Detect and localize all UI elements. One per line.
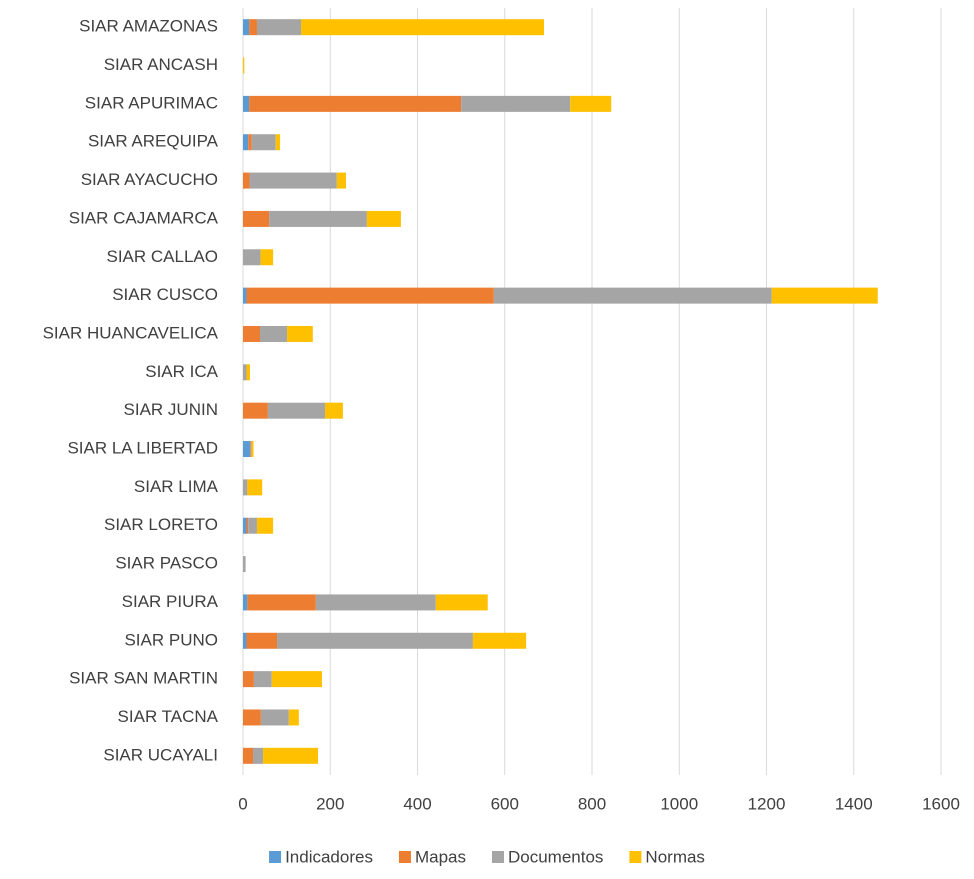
- bar-segment: [253, 671, 272, 688]
- bar-segment: [250, 441, 252, 458]
- bar-segment: [243, 709, 261, 726]
- legend-swatch: [398, 851, 411, 863]
- legend-swatch: [629, 851, 642, 863]
- x-tick-label: 800: [578, 794, 606, 813]
- bar-segment: [256, 19, 302, 36]
- bar-segment: [251, 134, 276, 151]
- y-tick-label: SIAR CALLAO: [107, 247, 219, 266]
- legend-label: Documentos: [508, 847, 603, 866]
- x-tick-label: 0: [238, 794, 247, 813]
- y-tick-label: SIAR AYACUCHO: [81, 170, 218, 189]
- y-tick-label: SIAR AMAZONAS: [79, 17, 218, 36]
- bar-segment: [246, 287, 494, 304]
- bar-segment: [271, 671, 322, 688]
- bar-segment: [246, 364, 250, 381]
- legend-label: Indicadores: [285, 847, 373, 866]
- bar-segment: [249, 172, 337, 189]
- y-tick-label: SIAR SAN MARTIN: [69, 669, 218, 688]
- bar-segment: [771, 287, 878, 304]
- y-tick-label: SIAR TACNA: [118, 707, 219, 726]
- bar-segment: [243, 441, 250, 458]
- bar-segment: [260, 249, 274, 266]
- bar-segment: [243, 479, 248, 496]
- x-tick-label: 1400: [835, 794, 873, 813]
- y-tick-label: SIAR LIMA: [134, 477, 219, 496]
- bar-segment: [243, 95, 250, 112]
- bar-segment: [247, 594, 316, 611]
- bar-segment: [301, 19, 545, 36]
- x-tick-label: 200: [316, 794, 344, 813]
- bar-segment: [263, 747, 319, 764]
- bar-segment: [493, 287, 772, 304]
- bar-segment: [248, 517, 257, 534]
- bar-segment: [267, 402, 326, 419]
- bar-segment: [246, 632, 278, 649]
- legend-label: Normas: [645, 847, 705, 866]
- bar-segment: [243, 249, 261, 266]
- bar-segment: [243, 134, 249, 151]
- bar-segment: [435, 594, 488, 611]
- y-tick-label: SIAR PUNO: [124, 630, 218, 649]
- bar-segment: [243, 172, 250, 189]
- bar-segment: [243, 287, 247, 304]
- y-tick-label: SIAR APURIMAC: [85, 93, 218, 112]
- y-tick-label: SIAR PASCO: [115, 554, 218, 573]
- bar-segment: [243, 210, 270, 227]
- bar-segment: [472, 632, 527, 649]
- y-tick-label: SIAR HUANCAVELICA: [43, 323, 219, 342]
- bar-segment: [247, 479, 263, 496]
- bar-segment: [260, 325, 288, 342]
- x-tick-label: 1200: [748, 794, 786, 813]
- bar-segment: [269, 210, 367, 227]
- y-tick-label: SIAR JUNIN: [124, 400, 218, 419]
- bar-segment: [243, 632, 247, 649]
- y-tick-label: SIAR ANCASH: [104, 55, 218, 74]
- bar-segment: [256, 517, 274, 534]
- y-tick-label: SIAR PIURA: [122, 592, 219, 611]
- bar-segment: [243, 671, 254, 688]
- bar-segment: [366, 210, 401, 227]
- legend-swatch: [491, 851, 504, 863]
- bar-segment: [275, 134, 281, 151]
- bar-segment: [243, 556, 246, 573]
- bar-segment: [251, 441, 254, 458]
- legend-swatch: [269, 851, 282, 863]
- bar-segment: [461, 95, 571, 112]
- bar-segment: [288, 709, 299, 726]
- y-tick-label: SIAR AREQUIPA: [88, 132, 219, 151]
- y-tick-label: SIAR CUSCO: [112, 285, 218, 304]
- bar-segment: [287, 325, 313, 342]
- bar-segment: [249, 19, 257, 36]
- bar-segment: [249, 95, 462, 112]
- x-tick-label: 600: [491, 794, 519, 813]
- bar-segment: [243, 364, 247, 381]
- y-tick-label: SIAR ICA: [145, 362, 218, 381]
- y-tick-label: SIAR CAJAMARCA: [69, 208, 219, 227]
- bar-segment: [570, 95, 612, 112]
- x-tick-label: 1000: [660, 794, 698, 813]
- bar-segment: [243, 594, 248, 611]
- bar-segment: [243, 325, 261, 342]
- bar-segment: [243, 57, 245, 74]
- bar-segment: [243, 517, 247, 534]
- bar-segment: [243, 19, 250, 36]
- bar-segment: [277, 632, 473, 649]
- legend-label: Mapas: [415, 847, 466, 866]
- bar-segment: [260, 709, 289, 726]
- y-tick-label: SIAR LA LIBERTAD: [67, 439, 218, 458]
- y-tick-label: SIAR LORETO: [104, 515, 218, 534]
- bar-segment: [246, 517, 249, 534]
- x-tick-label: 400: [403, 794, 431, 813]
- bar-segment: [243, 402, 268, 419]
- bar-segment: [325, 402, 343, 419]
- bar-segment: [248, 134, 252, 151]
- bar-segment: [243, 747, 254, 764]
- y-tick-label: SIAR UCAYALI: [103, 745, 218, 764]
- bar-segment: [336, 172, 346, 189]
- bar-segment: [249, 441, 251, 458]
- x-tick-label: 1600: [922, 794, 960, 813]
- bar-segment: [253, 747, 264, 764]
- bar-segment: [315, 594, 436, 611]
